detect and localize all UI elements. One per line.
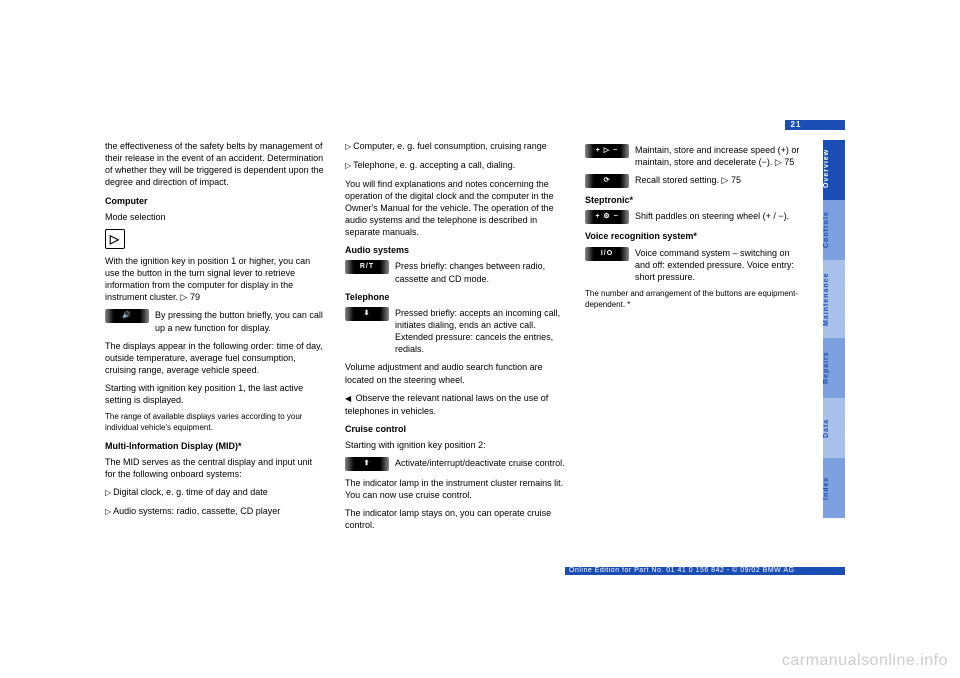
col2-p1: You will find explanations and notes con… [345, 178, 565, 239]
watermark: carmanualsonline.info [782, 652, 948, 670]
col1-li1: ▷Digital clock, e. g. time of day and da… [105, 486, 325, 499]
col2-h3: Cruise control [345, 423, 565, 435]
col2-p6: The indicator lamp stays on, you can ope… [345, 507, 565, 531]
col2-p2: Volume adjustment and audio search funct… [345, 361, 565, 385]
col3-btn4-txt: Voice command system – switching on and … [635, 247, 805, 283]
col2-p5: The indicator lamp in the instrument clu… [345, 477, 565, 501]
col1-p5: Starting with ignition key position 1, t… [105, 382, 325, 406]
col3-btn1-txt: Maintain, store and increase speed (+) o… [635, 144, 805, 168]
up-arrow-icon: ⬆ [345, 457, 389, 471]
col2-p4: Starting with ignition key position 2: [345, 439, 565, 451]
col1-p1: the effectiveness of the safety belts by… [105, 140, 325, 189]
col2-p3: ◀ Observe the relevant national laws on … [345, 392, 565, 417]
tab-controls[interactable]: Controls [823, 200, 845, 260]
recall-icon: ⟳ [585, 174, 629, 188]
column-3: + ▷ − Maintain, store and increase speed… [585, 140, 805, 537]
col3-h2: Voice recognition system* [585, 230, 805, 242]
col1-btn1-txt: By pressing the button briefly, you can … [155, 309, 325, 333]
column-1: the effectiveness of the safety belts by… [105, 140, 325, 537]
col1-h2: Multi-Information Display (MID)* [105, 440, 325, 452]
col3-btn2-txt: Recall stored setting. ▷ 75 [635, 174, 741, 186]
tab-maintenance[interactable]: Maintenance [823, 260, 845, 338]
col3-h1: Steptronic* [585, 194, 805, 206]
col3-btn4-row: I/O Voice command system – switching on … [585, 247, 805, 283]
col1-sq-row: ▷ [105, 229, 325, 249]
col3-btn3-row: + ⚙ − Shift paddles on steering wheel (+… [585, 210, 805, 224]
bullet-icon: ▷ [105, 507, 111, 516]
side-tabs: Overview Controls Maintenance Repairs Da… [823, 140, 845, 518]
col1-h1: Computer [105, 195, 325, 207]
col1-p2: Mode selection [105, 211, 325, 223]
down-arrow-icon: ⬇ [345, 307, 389, 321]
tab-data[interactable]: Data [823, 398, 845, 458]
page-number-tail [807, 120, 845, 130]
page-number: 21 [785, 120, 807, 130]
col3-btn3-txt: Shift paddles on steering wheel (+ / −). [635, 210, 789, 222]
column-2: ▷Computer, e. g. fuel consumption, cruis… [345, 140, 565, 537]
tab-overview[interactable]: Overview [823, 140, 845, 200]
bullet-icon: ▷ [345, 142, 351, 151]
col2-rt-txt: Press briefly: changes between radio, ca… [395, 260, 565, 284]
rt-button-icon: R/T [345, 260, 389, 274]
warning-icon: ◀ [345, 394, 351, 403]
col1-p6: The range of available displays varies a… [105, 412, 325, 434]
footer-edition: Online Edition for Part No. 01 41 0 156 … [565, 567, 845, 575]
col2-up-txt: Activate/interrupt/deactivate cruise con… [395, 457, 565, 469]
play-icon: ▷ [105, 229, 125, 249]
col1-p4: The displays appear in the following ord… [105, 340, 325, 376]
col2-h2: Telephone [345, 291, 565, 303]
col2-li1: ▷Computer, e. g. fuel consumption, cruis… [345, 140, 565, 153]
col2-up-row: ⬆ Activate/interrupt/deactivate cruise c… [345, 457, 565, 471]
col1-p7: The MID serves as the central display an… [105, 456, 325, 480]
col2-li2: ▷Telephone, e. g. accepting a call, dial… [345, 159, 565, 172]
col2-down-txt: Pressed briefly: accepts an incoming cal… [395, 307, 565, 356]
col3-p1: The number and arrangement of the button… [585, 289, 805, 311]
page-number-bar: 21 [785, 120, 845, 130]
col1-li2: ▷Audio systems: radio, cassette, CD play… [105, 505, 325, 518]
plus-minus-icon: + ▷ − [585, 144, 629, 158]
tab-index[interactable]: Index [823, 458, 845, 518]
col3-btn2-row: ⟳ Recall stored setting. ▷ 75 [585, 174, 805, 188]
col2-rt-row: R/T Press briefly: changes between radio… [345, 260, 565, 284]
col2-h1: Audio systems [345, 244, 565, 256]
io-button-icon: I/O [585, 247, 629, 261]
col2-down-row: ⬇ Pressed briefly: accepts an incoming c… [345, 307, 565, 356]
col3-btn1-row: + ▷ − Maintain, store and increase speed… [585, 144, 805, 168]
bullet-icon: ▷ [105, 488, 111, 497]
manual-page: 21 Overview Controls Maintenance Repairs… [105, 100, 845, 595]
bullet-icon: ▷ [345, 161, 351, 170]
col1-p3: With the ignition key in position 1 or h… [105, 255, 325, 304]
gear-plus-minus-icon: + ⚙ − [585, 210, 629, 224]
col1-btn1-row: 🔊 By pressing the button briefly, you ca… [105, 309, 325, 333]
content-columns: the effectiveness of the safety belts by… [105, 140, 805, 537]
tab-repairs[interactable]: Repairs [823, 338, 845, 398]
sound-button-icon: 🔊 [105, 309, 149, 323]
